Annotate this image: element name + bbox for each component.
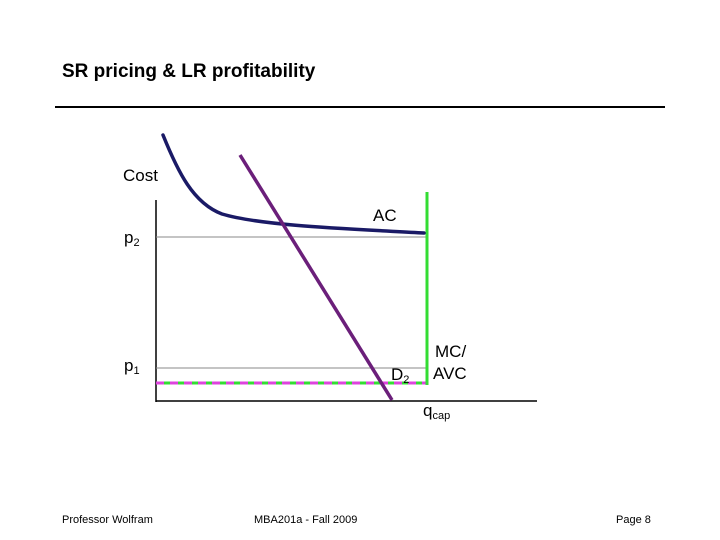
demand-label-sub: 2 [403, 374, 410, 386]
footer-right: Page 8 [616, 514, 651, 526]
p1-label-text: p [124, 356, 134, 375]
qcap-label-sub: cap [432, 410, 451, 422]
p2-label-sub: 2 [133, 237, 140, 249]
p1-label-sub: 1 [133, 365, 140, 377]
demand-label-text: D [391, 365, 404, 384]
p1-label: p1 [124, 356, 140, 377]
mc-avc-label-line1: MC/ [435, 342, 467, 361]
cost-axis-label: Cost [123, 166, 158, 185]
p2-label-text: p [124, 228, 134, 247]
qcap-label-text: q [423, 401, 433, 420]
demand-label: D2 [391, 365, 409, 386]
qcap-label: qcap [423, 401, 450, 422]
ac-curve [161, 133, 426, 235]
footer-left: Professor Wolfram [62, 514, 153, 526]
footer-center: MBA201a - Fall 2009 [254, 514, 358, 526]
p2-label: p2 [124, 228, 140, 249]
ac-label: AC [373, 206, 397, 225]
title-divider [55, 106, 665, 108]
mc-avc-label-line2: AVC [433, 364, 467, 383]
demand-curve-d2 [238, 154, 394, 401]
slide-title: SR pricing & LR profitability [62, 61, 316, 82]
